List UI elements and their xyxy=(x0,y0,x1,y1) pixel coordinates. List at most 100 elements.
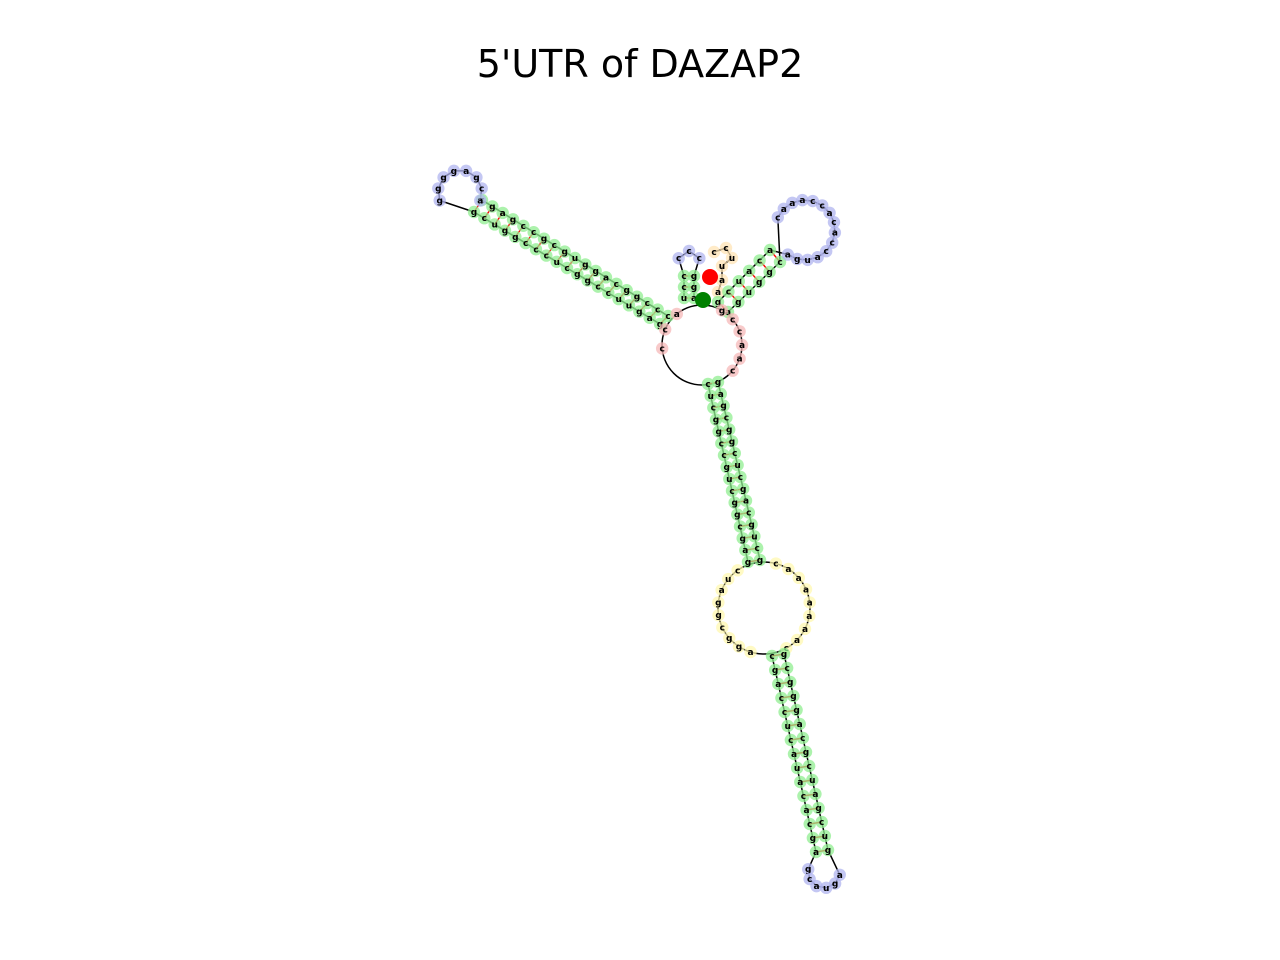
svg-text:u: u xyxy=(751,532,757,542)
hairpin-loop-2-nt: c xyxy=(672,252,685,265)
svg-text:g: g xyxy=(810,834,816,844)
svg-text:g: g xyxy=(713,416,719,426)
long-stem-nt: u xyxy=(488,218,501,231)
hairpin-loop-3-nt: c xyxy=(825,236,839,249)
lower-stem-nt: c xyxy=(784,733,798,747)
small-stem-nt: g xyxy=(687,280,701,294)
main-stem-nt: c xyxy=(751,541,764,555)
lower-stem-nt: g xyxy=(812,801,825,815)
svg-text:g: g xyxy=(634,293,640,303)
interior-loop-nt: g xyxy=(732,640,746,653)
multiloop-nt: c xyxy=(726,364,739,377)
svg-text:c: c xyxy=(663,325,668,335)
lower-stem-nt: a xyxy=(800,803,813,817)
svg-text:c: c xyxy=(531,228,536,238)
svg-text:a: a xyxy=(797,720,803,730)
hairpin-loop-3-nt: a xyxy=(781,248,794,261)
lower-stem-nt: c xyxy=(796,731,810,745)
lower-stem-nt: u xyxy=(806,773,819,787)
svg-text:u: u xyxy=(785,722,791,732)
hairpin-loop-2-nt: c xyxy=(693,252,706,265)
small-stem-nt: c xyxy=(677,269,691,283)
long-stem-nt: c xyxy=(527,226,540,239)
svg-text:c: c xyxy=(801,792,806,802)
svg-text:u: u xyxy=(794,764,800,774)
hairpin-loop-3-nt: c xyxy=(827,216,841,229)
svg-text:g: g xyxy=(723,463,729,473)
svg-text:a: a xyxy=(737,355,743,365)
svg-text:c: c xyxy=(686,247,691,257)
external-tail-nt: c xyxy=(707,245,721,259)
svg-text:g: g xyxy=(715,427,721,437)
main-stem-nt: g xyxy=(712,425,725,438)
svg-text:c: c xyxy=(779,694,784,704)
svg-text:g: g xyxy=(815,804,821,814)
right-stem-nt: c xyxy=(722,285,735,298)
svg-text:c: c xyxy=(755,544,760,554)
main-stem-nt: u xyxy=(748,530,761,543)
svg-text:a: a xyxy=(691,294,697,304)
long-stem-nt: c xyxy=(519,236,532,250)
interior-loop-nt: a xyxy=(792,571,805,585)
svg-text:g: g xyxy=(657,320,663,330)
main-stem-nt: c xyxy=(742,506,755,519)
main-stem-nt: g xyxy=(737,482,750,495)
hairpin-loop-3-nt: c xyxy=(771,211,785,224)
hairpin-loop-3-nt: g xyxy=(791,252,804,266)
svg-text:a: a xyxy=(789,199,795,209)
interior-loop-nt: a xyxy=(790,633,804,647)
svg-text:g: g xyxy=(502,227,508,237)
svg-text:g: g xyxy=(715,598,721,608)
interior-loop-nt: c xyxy=(769,557,783,570)
svg-text:u: u xyxy=(719,262,725,272)
svg-text:a: a xyxy=(785,565,791,575)
svg-text:g: g xyxy=(748,520,754,530)
interior-loop-nt: a xyxy=(715,583,728,597)
svg-text:c: c xyxy=(820,201,825,211)
multiloop-nt: c xyxy=(733,325,746,338)
svg-text:a: a xyxy=(813,882,819,892)
svg-text:c: c xyxy=(533,245,538,255)
svg-text:c: c xyxy=(782,708,787,718)
svg-text:c: c xyxy=(482,214,487,224)
long-stem-nt: a xyxy=(643,311,656,324)
svg-text:c: c xyxy=(564,264,569,274)
svg-text:c: c xyxy=(810,197,815,207)
svg-text:u: u xyxy=(809,776,815,786)
svg-text:g: g xyxy=(832,880,838,890)
svg-text:a: a xyxy=(746,267,752,277)
multiloop-nt: c xyxy=(655,342,669,355)
svg-text:a: a xyxy=(812,790,818,800)
right-stem-nt: c xyxy=(753,254,766,267)
svg-text:c: c xyxy=(831,218,836,228)
svg-text:g: g xyxy=(636,308,642,318)
svg-text:u: u xyxy=(822,832,828,842)
svg-text:g: g xyxy=(715,378,721,388)
svg-text:g: g xyxy=(793,706,799,716)
right-stem-nt: g xyxy=(763,265,776,279)
five-prime-marker xyxy=(695,292,711,308)
long-stem-nt: g xyxy=(630,290,644,303)
svg-text:g: g xyxy=(772,666,778,676)
svg-text:a: a xyxy=(767,246,773,256)
main-stem-nt: a xyxy=(739,543,752,557)
long-stem-nt: c xyxy=(548,238,561,252)
svg-text:c: c xyxy=(721,451,726,461)
lower-stem-nt: g xyxy=(806,831,820,845)
lower-stem-nt: a xyxy=(809,845,823,859)
long-stem-nt: u xyxy=(612,292,625,306)
lower-stem-nt: u xyxy=(781,719,794,733)
long-stem-nt: u xyxy=(622,299,636,312)
svg-text:c: c xyxy=(705,380,710,390)
svg-text:a: a xyxy=(748,648,754,658)
lower-stem-nt: g xyxy=(787,689,800,703)
svg-text:g: g xyxy=(715,611,721,621)
svg-text:g: g xyxy=(489,202,495,212)
hairpin-loop-1-nt: c xyxy=(475,182,488,195)
interior-loop-nt: a xyxy=(782,562,795,576)
svg-text:g: g xyxy=(729,437,735,447)
svg-text:u: u xyxy=(734,461,740,471)
main-stem-nt: g xyxy=(741,555,755,569)
hairpin-loop-1-nt: g xyxy=(470,171,483,184)
long-stem-nt: g xyxy=(558,245,571,258)
